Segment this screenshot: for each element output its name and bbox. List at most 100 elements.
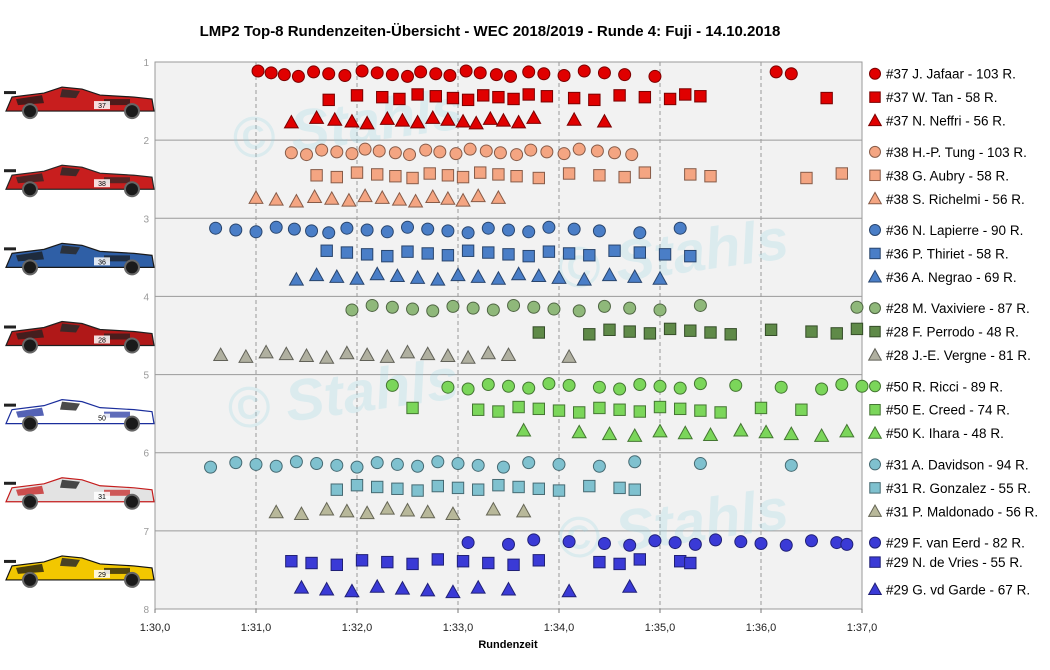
x-tick-label: 1:31,0 — [241, 622, 272, 634]
car-rear-wheel — [22, 337, 38, 354]
data-point — [330, 145, 344, 159]
data-point — [502, 223, 515, 237]
data-point — [341, 192, 357, 207]
data-point — [401, 245, 414, 258]
car-cockpit — [60, 167, 80, 177]
data-point — [371, 168, 384, 181]
data-point — [441, 380, 455, 394]
data-point — [562, 535, 576, 549]
data-point — [597, 66, 611, 80]
data-point — [391, 482, 404, 495]
data-point — [694, 90, 707, 103]
data-point — [289, 455, 303, 469]
data-point — [431, 455, 445, 469]
data-point — [633, 377, 647, 391]
car-stripe — [16, 563, 44, 574]
legend-label: #38 G. Aubry - 58 R. — [886, 168, 1009, 183]
data-point — [308, 109, 325, 124]
data-point — [315, 143, 329, 157]
data-point — [450, 267, 466, 282]
data-point — [627, 427, 643, 442]
data-point — [269, 459, 283, 473]
car-stripe — [16, 173, 44, 184]
data-point — [668, 536, 682, 550]
data-point — [446, 91, 460, 105]
series-15 — [515, 422, 855, 442]
data-point — [305, 224, 319, 238]
legend-label: #37 W. Tan - 58 R. — [886, 90, 998, 105]
data-point — [419, 346, 436, 361]
legend-item: #29 F. van Eerd - 82 R. — [869, 536, 1025, 551]
data-point — [481, 221, 495, 235]
data-point — [441, 224, 455, 238]
data-point — [468, 115, 484, 130]
legend-marker — [869, 325, 881, 338]
data-point — [318, 581, 335, 596]
y-tick-label: 2 — [143, 136, 149, 147]
data-point — [482, 556, 495, 570]
legend-marker — [867, 503, 883, 517]
data-point — [461, 226, 475, 240]
data-point — [330, 170, 344, 184]
legend-marker — [869, 458, 881, 471]
legend-label: #31 R. Gonzalez - 55 R. — [886, 481, 1031, 496]
data-point — [308, 267, 325, 282]
data-point — [625, 148, 639, 162]
data-point — [551, 269, 567, 284]
data-point — [593, 555, 606, 569]
data-point — [601, 267, 618, 282]
legend-item: #38 G. Aubry - 58 R. — [869, 168, 1009, 183]
data-point — [839, 423, 855, 438]
data-point — [493, 146, 507, 160]
data-point — [492, 90, 505, 104]
car-38-image: 38 — [4, 164, 155, 198]
legend-label: #28 M. Vaxiviere - 87 R. — [886, 301, 1030, 316]
y-ticks: 1 2 3 4 5 6 7 8 — [143, 58, 149, 616]
data-point — [381, 555, 394, 569]
data-point — [492, 478, 505, 492]
data-point — [433, 145, 447, 159]
data-point — [350, 89, 364, 102]
x-ticks: 1:30,0 1:31,0 1:32,0 1:33,0 1:34,0 1:35,0 1:36… — [140, 609, 877, 634]
data-point — [784, 458, 798, 472]
data-point — [590, 144, 604, 158]
data-point — [542, 220, 556, 234]
x-tick-label: 1:33,0 — [443, 622, 474, 634]
data-point — [633, 226, 647, 240]
data-point — [567, 222, 581, 236]
car-37-image: 37 — [4, 86, 155, 120]
data-point — [443, 69, 457, 83]
legend-label: #29 F. van Eerd - 82 R. — [886, 536, 1025, 551]
car-rear-wing — [4, 91, 16, 95]
data-point — [507, 92, 520, 106]
data-point — [813, 427, 830, 442]
data-point — [693, 377, 707, 391]
data-point — [285, 555, 298, 568]
data-point — [643, 327, 657, 340]
data-point — [540, 90, 554, 103]
data-point — [344, 583, 360, 598]
data-point — [344, 113, 360, 128]
data-point — [729, 378, 743, 392]
data-point — [249, 225, 263, 239]
data-point — [249, 457, 263, 471]
data-point — [379, 348, 396, 363]
data-point — [522, 456, 536, 470]
data-point — [391, 191, 408, 206]
legend-label: #28 F. Perrodo - 48 R. — [886, 325, 1019, 340]
data-point — [673, 381, 687, 395]
series-19 — [461, 533, 854, 552]
car-front-wheel — [124, 103, 140, 120]
data-point — [472, 483, 485, 496]
data-point — [423, 167, 436, 180]
data-point — [805, 534, 818, 548]
car-number: 29 — [98, 572, 106, 579]
data-point — [389, 170, 402, 183]
data-point — [532, 326, 545, 339]
data-point — [268, 504, 284, 519]
data-markers — [204, 64, 869, 599]
data-point — [380, 225, 394, 239]
data-point — [540, 145, 554, 159]
car-rear-wing — [4, 559, 16, 563]
data-point — [379, 500, 396, 515]
